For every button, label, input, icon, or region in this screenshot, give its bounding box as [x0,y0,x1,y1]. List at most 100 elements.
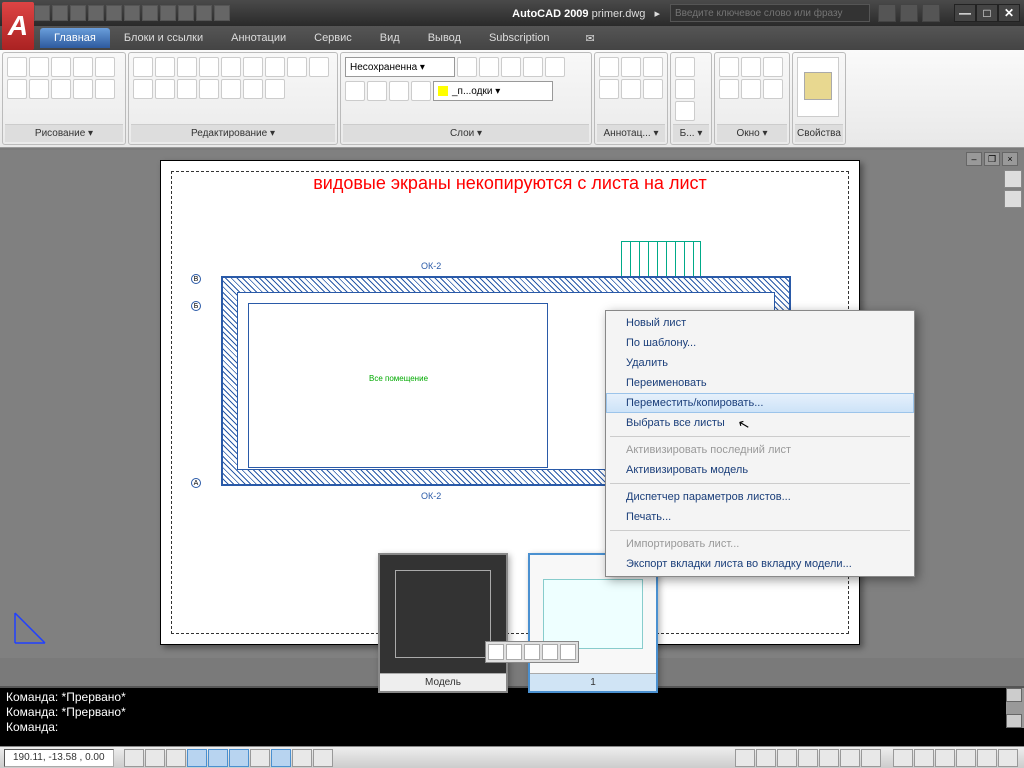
ribbon-tool-icon[interactable] [763,79,783,99]
dyn-toggle[interactable] [250,749,270,767]
context-menu-item[interactable]: Диспетчер параметров листов... [606,487,914,507]
model-space-icon[interactable] [735,749,755,767]
ribbon-tool-icon[interactable] [265,79,285,99]
context-menu-item[interactable]: Удалить [606,353,914,373]
ribbon-tool-icon[interactable] [199,57,219,77]
coordinates-readout[interactable]: 190.11, -13.58 , 0.00 [4,749,114,767]
ribbon-tool-icon[interactable] [675,79,695,99]
context-menu-item[interactable]: Экспорт вкладки листа во вкладку модели.… [606,554,914,574]
panel-title[interactable]: Свойства [795,124,843,142]
panel-title[interactable]: Слои ▾ [343,124,589,142]
ribbon-tool-icon[interactable] [741,57,761,77]
menu-tab-вывод[interactable]: Вывод [414,28,475,48]
menu-tab-вид[interactable]: Вид [366,28,414,48]
ribbon-tool-icon[interactable] [177,57,197,77]
showmotion-icon[interactable] [861,749,881,767]
context-menu-item[interactable]: Выбрать все листы [606,413,914,433]
lwt-toggle[interactable] [271,749,291,767]
qat-btn-icon[interactable] [160,5,176,21]
ribbon-tool-icon[interactable] [155,57,175,77]
layer-tool-icon[interactable] [457,57,477,77]
ribbon-tool-icon[interactable] [643,79,663,99]
layer-combo[interactable]: _п...одки ▾ [433,81,553,101]
ribbon-tool-icon[interactable] [643,57,663,77]
ribbon-tool-icon[interactable] [199,79,219,99]
ribbon-tool-icon[interactable] [29,79,49,99]
pan-icon[interactable] [798,749,818,767]
doc-restore-button[interactable]: ❐ [984,152,1000,166]
quickview-layouts-icon[interactable] [756,749,776,767]
ribbon-tool-icon[interactable] [599,57,619,77]
ribbon-tool-icon[interactable] [51,57,71,77]
ribbon-tool-icon[interactable] [155,79,175,99]
ribbon-tool-icon[interactable] [599,79,619,99]
ribbon-tool-icon[interactable] [95,57,115,77]
panel-title[interactable]: Окно ▾ [717,124,787,142]
layer-state-combo[interactable]: Несохраненна ▾ [345,57,455,77]
context-menu-item[interactable]: Активизировать модель [606,460,914,480]
snap-toggle[interactable] [124,749,144,767]
ribbon-tool-icon[interactable] [309,57,329,77]
model-icon[interactable] [506,644,522,660]
qat-save-icon[interactable] [70,5,86,21]
anno-auto-icon[interactable] [935,749,955,767]
ribbon-tool-icon[interactable] [265,57,285,77]
favorites-icon[interactable] [922,4,940,22]
layer-tool-icon[interactable] [545,57,565,77]
steering-wheel-icon[interactable] [840,749,860,767]
ribbon-tool-icon[interactable] [73,79,93,99]
menu-tab-subscription[interactable]: Subscription [475,28,564,48]
qat-btn-icon[interactable] [178,5,194,21]
ribbon-tool-icon[interactable] [133,79,153,99]
doc-close-button[interactable]: × [1002,152,1018,166]
properties-button[interactable] [797,57,839,117]
ribbon-tool-icon[interactable] [29,57,49,77]
ribbon-tool-icon[interactable] [675,57,695,77]
menu-tab-главная[interactable]: Главная [40,28,110,48]
quickview-drawings-icon[interactable] [777,749,797,767]
nav-pan-icon[interactable] [1004,190,1022,208]
minimize-button[interactable]: — [954,4,976,22]
ribbon-tool-icon[interactable] [621,57,641,77]
osnap-toggle[interactable] [208,749,228,767]
otrack-toggle[interactable] [229,749,249,767]
scroll-down-icon[interactable] [1006,714,1022,728]
output-tab-icon[interactable]: ✉ [586,32,595,45]
ribbon-tool-icon[interactable] [51,79,71,99]
comm-center-icon[interactable] [900,4,918,22]
qat-open-icon[interactable] [52,5,68,21]
ribbon-tool-icon[interactable] [73,57,93,77]
zoom-icon[interactable] [819,749,839,767]
qat-redo-icon[interactable] [124,5,140,21]
ribbon-tool-icon[interactable] [719,79,739,99]
workspace-icon[interactable] [956,749,976,767]
ribbon-tool-icon[interactable] [7,57,27,77]
cmd-scrollbar[interactable] [1006,688,1024,728]
ribbon-tool-icon[interactable] [177,79,197,99]
ribbon-tool-icon[interactable] [221,79,241,99]
layer-tool-icon[interactable] [345,81,365,101]
menu-tab-сервис[interactable]: Сервис [300,28,366,48]
ribbon-tool-icon[interactable] [133,57,153,77]
anno-scale-icon[interactable] [893,749,913,767]
ribbon-tool-icon[interactable] [95,79,115,99]
quickview-icon[interactable] [488,644,504,660]
ribbon-tool-icon[interactable] [621,79,641,99]
panel-title[interactable]: Б... ▾ [673,124,709,142]
scroll-up-icon[interactable] [1006,688,1022,702]
qat-btn-icon[interactable] [214,5,230,21]
ribbon-tool-icon[interactable] [741,79,761,99]
nav-wheel-icon[interactable] [1004,170,1022,188]
panel-title[interactable]: Аннотац... ▾ [597,124,665,142]
context-menu-item[interactable]: Печать... [606,507,914,527]
layout-icon[interactable] [524,644,540,660]
ribbon-tool-icon[interactable] [719,57,739,77]
clean-screen-icon[interactable] [998,749,1018,767]
layer-tool-icon[interactable] [389,81,409,101]
panel-title[interactable]: Редактирование ▾ [131,124,335,142]
qat-undo-icon[interactable] [106,5,122,21]
context-menu-item[interactable]: Переименовать [606,373,914,393]
close-button[interactable]: ✕ [998,4,1020,22]
layer-tool-icon[interactable] [411,81,431,101]
app-logo[interactable]: A [2,2,34,50]
